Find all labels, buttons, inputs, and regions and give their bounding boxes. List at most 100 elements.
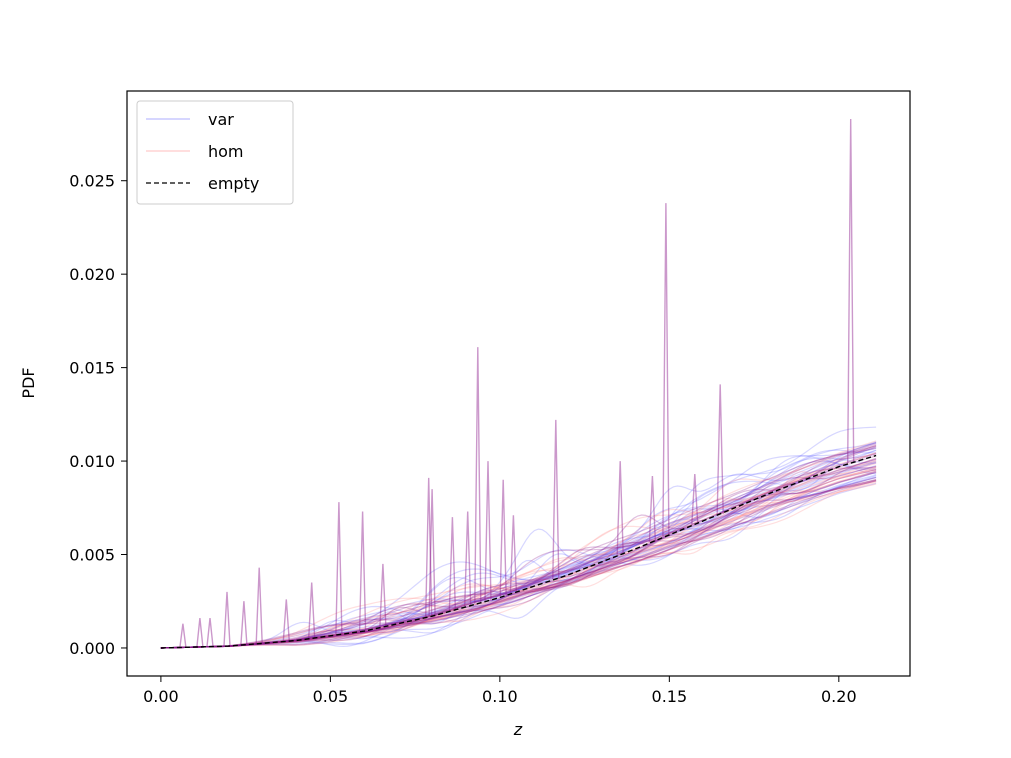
spike-mark [552, 419, 560, 580]
overlap-curve [160, 444, 877, 649]
y-tick-label: 0.020 [69, 265, 115, 284]
spike-mark [691, 474, 699, 525]
legend-frame [136, 100, 294, 205]
overlap-curve [160, 476, 877, 649]
spike-mark [196, 618, 204, 647]
spike-mark [335, 502, 343, 635]
hom-curve [160, 483, 877, 649]
spike-mark [474, 347, 482, 604]
var-curve [160, 475, 877, 649]
var-curve [160, 447, 877, 649]
spike-mark [464, 511, 472, 607]
spike-mark [509, 515, 518, 594]
var-curve [160, 446, 877, 649]
hom-curve [160, 481, 877, 649]
y-tick-label: 0.015 [69, 359, 115, 378]
var-curve [160, 457, 877, 649]
overlap-curve [160, 480, 877, 649]
y-tick-label: 0.005 [69, 546, 115, 565]
y-tick-label: 0.000 [69, 639, 115, 658]
spike-mark [616, 461, 624, 555]
overlap-curve [160, 479, 877, 649]
var-curve [160, 462, 877, 649]
spike-mark [425, 477, 433, 617]
spike-mark [358, 511, 367, 632]
var-curve [160, 465, 877, 649]
overlap-curve [160, 458, 877, 649]
spike-mark [308, 582, 316, 639]
y-axis-label: PDF [19, 367, 38, 398]
x-ticks: 0.00 0.05 0.10 0.15 0.20 [143, 676, 857, 706]
hom-curve [160, 480, 877, 649]
y-tick-label: 0.025 [69, 172, 115, 191]
var-curve [160, 458, 877, 649]
hom-curve [160, 471, 877, 649]
hom-curve [160, 469, 877, 649]
var-curve [160, 460, 877, 649]
var-curve [160, 460, 877, 649]
y-ticks: 0.000 0.005 0.010 0.015 0.020 0.025 [69, 172, 127, 658]
var-curve [160, 476, 877, 649]
spike-mark [282, 599, 290, 642]
legend-label-hom: hom [208, 142, 244, 161]
spike-mark [428, 489, 436, 617]
var-curve [160, 482, 877, 649]
var-curve [160, 474, 877, 649]
overlap-curve [160, 453, 877, 649]
hom-curve [160, 465, 877, 649]
overlap-curve [160, 466, 877, 649]
var-curve [160, 476, 877, 649]
spike-mark [240, 601, 248, 645]
legend-label-empty: empty [208, 174, 259, 193]
x-tick-label: 0.05 [313, 687, 349, 706]
overlap-curve [160, 447, 877, 649]
legend: var hom empty [136, 100, 294, 205]
x-tick-label: 0.00 [143, 687, 179, 706]
overlap-curve [160, 457, 877, 649]
hom-curve [160, 467, 877, 649]
overlap-curve [160, 468, 877, 649]
hom-curve [160, 469, 877, 649]
hom-curve [160, 479, 877, 649]
spike-mark [379, 563, 387, 628]
spike-mark [223, 591, 231, 647]
var-curve [160, 441, 877, 649]
spike-mark [179, 623, 187, 648]
spike-mark [448, 517, 457, 611]
overlap-curve [160, 461, 877, 649]
var-curve [160, 449, 877, 649]
spike-mark [255, 567, 263, 644]
spike-mark [206, 618, 214, 647]
hom-curve [160, 467, 877, 649]
x-tick-label: 0.15 [652, 687, 688, 706]
x-tick-label: 0.20 [821, 687, 857, 706]
hom-curve [160, 480, 877, 649]
axes-frame [126, 90, 911, 677]
var-curve [160, 471, 877, 649]
spike-mark [847, 118, 855, 464]
overlap-curve [160, 442, 877, 649]
spike-mark [499, 479, 507, 597]
var-curve [160, 464, 877, 649]
legend-label-var: var [208, 110, 234, 129]
overlap-curve [160, 465, 877, 649]
y-tick-label: 0.010 [69, 452, 115, 471]
var-curve [160, 443, 877, 649]
overlap-curve [160, 452, 877, 649]
var-curve [160, 426, 877, 649]
hom-curve [160, 462, 877, 649]
overlap-curve [160, 445, 877, 649]
spike-mark [716, 384, 724, 514]
hom-curve [160, 470, 877, 649]
var-curve [160, 449, 877, 649]
var-curve [160, 442, 877, 649]
x-axis-label: z [513, 720, 523, 739]
spike-mark [484, 461, 492, 601]
spike-mark [648, 475, 657, 542]
var-curve [160, 471, 877, 649]
overlap-curve [160, 480, 877, 649]
var-curve [160, 455, 877, 649]
overlap-curve [160, 471, 877, 649]
empty-line [160, 454, 877, 649]
